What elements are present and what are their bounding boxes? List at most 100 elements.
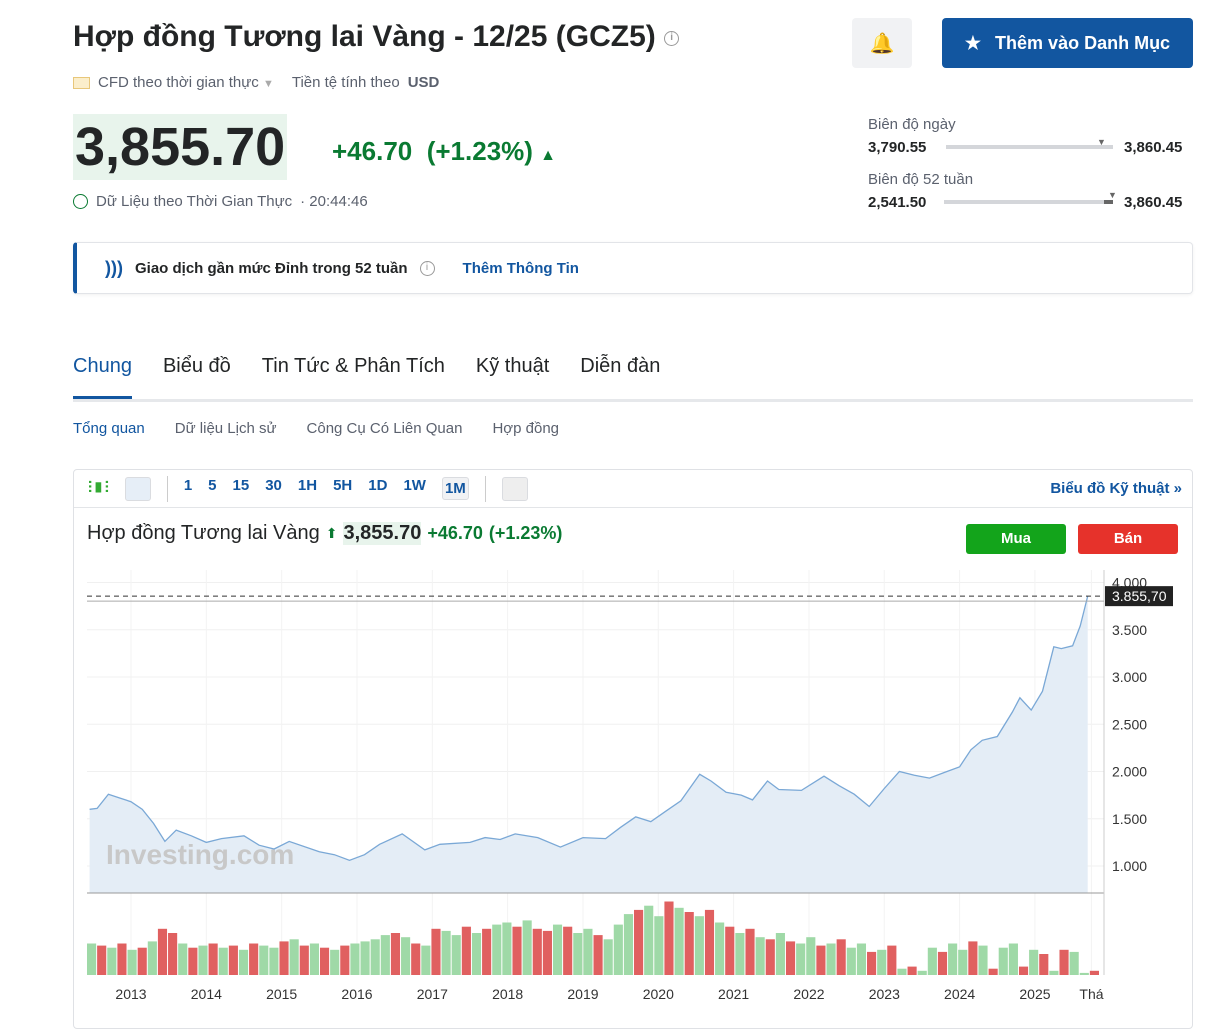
volume-bar (360, 941, 370, 975)
week52-low: 2,541.50 (868, 194, 927, 211)
volume-bar (492, 924, 502, 975)
volume-bar (593, 935, 603, 975)
x-tick-label: 2015 (266, 986, 297, 1002)
bell-plus-icon: 🔔 (869, 32, 895, 55)
cfd-dropdown[interactable]: CFD theo thời gian thực ▼ (98, 74, 274, 91)
volume-bar (269, 947, 279, 975)
chart-header: Hợp đồng Tương lai Vàng ⬆ 3,855.70 +46.7… (87, 522, 562, 545)
watermark-logo: Investing.com (106, 839, 294, 870)
subtab-summary[interactable]: Tổng quan (73, 420, 145, 437)
add-watchlist-button[interactable]: ★ Thêm vào Danh Mục (942, 18, 1193, 68)
interval-1H[interactable]: 1H (297, 477, 318, 494)
day-range-label: Biên độ ngày (868, 116, 956, 133)
volume-bar (461, 926, 471, 975)
subtab-contracts[interactable]: Hợp đồng (492, 420, 560, 437)
price-line (89, 595, 1089, 861)
currency: USD (407, 74, 440, 91)
candlestick-icon[interactable]: ⫶▮⫶ (88, 479, 109, 497)
volume-bar (573, 933, 583, 975)
up-arrow-icon: ⬆ (325, 525, 338, 541)
volume-bar (208, 943, 218, 975)
layout-icon[interactable] (501, 476, 528, 501)
more-info-link[interactable]: Thêm Thông Tin (462, 259, 579, 277)
volume-bar (1089, 970, 1099, 975)
volume-bar (775, 933, 785, 975)
buy-button[interactable]: Mua (966, 524, 1066, 554)
volume-bar (238, 949, 249, 975)
volume-bar (401, 937, 411, 975)
week52-high: 3,860.45 (1124, 194, 1183, 211)
volume-bar (107, 947, 117, 975)
volume-bar (816, 945, 826, 975)
volume-bar (887, 945, 897, 975)
volume-bar (157, 928, 168, 975)
volume-bar (421, 945, 431, 975)
x-tick-label: 2025 (1019, 986, 1050, 1002)
volume-bar (664, 901, 674, 975)
tab-overview[interactable]: Chung (73, 355, 132, 399)
last-price-tag (1105, 586, 1173, 607)
interval-5H[interactable]: 5H (333, 477, 353, 494)
tab-news[interactable]: Tin Tức & Phân Tích (261, 355, 445, 377)
volume-bar (958, 949, 968, 975)
volume-bar (583, 928, 593, 975)
x-tick-label: 2017 (417, 986, 448, 1002)
tech-chart-link[interactable]: Biểu đồ Kỹ thuật » (1050, 480, 1182, 497)
volume-bar (451, 935, 461, 975)
volume-bar (715, 922, 725, 975)
volume-bar (289, 939, 299, 975)
volume-bar (380, 935, 390, 975)
week52-marker: ▼ (1108, 190, 1117, 200)
volume-bar (998, 947, 1008, 975)
interval-5[interactable]: 5 (208, 477, 217, 494)
interval-1[interactable]: 1 (183, 477, 193, 494)
tab-divider (73, 399, 1193, 402)
area-chart-icon[interactable] (124, 476, 151, 501)
info-icon[interactable]: i (419, 260, 435, 276)
volume-bar (147, 941, 157, 975)
volume-bar (188, 947, 198, 975)
volume-bar (836, 939, 846, 975)
volume-bar (1059, 949, 1069, 975)
chart-change: +46.70 (427, 523, 483, 543)
interval-15[interactable]: 15 (232, 477, 250, 494)
volume-bar (330, 949, 340, 975)
volume-bar (512, 926, 522, 975)
tab-forum[interactable]: Diễn đàn (580, 355, 661, 377)
volume-bar (522, 920, 532, 975)
interval-1D[interactable]: 1D (368, 477, 388, 494)
subtab-related[interactable]: Công Cụ Có Liên Quan (306, 420, 463, 437)
volume-bar (178, 943, 188, 975)
main-tabs: Chung Biểu đồ Tin Tức & Phân Tích Kỹ thu… (73, 355, 660, 399)
volume-bar (826, 943, 836, 975)
currency-label: Tiền tệ tính theo (291, 74, 400, 91)
volume-bar (785, 941, 796, 975)
volume-bar (988, 968, 998, 975)
x-tick-label: 2022 (793, 986, 824, 1002)
volume-bar (867, 951, 877, 975)
interval-1W[interactable]: 1W (403, 477, 426, 494)
volume-bar (735, 933, 745, 975)
subtab-historical[interactable]: Dữ liệu Lịch sử (174, 420, 277, 437)
volume-bar (948, 943, 958, 975)
interval-30[interactable]: 30 (265, 477, 282, 494)
y-tick-label: 1.500 (1112, 811, 1147, 827)
tab-technical[interactable]: Kỹ thuật (475, 355, 550, 377)
volume-bar (137, 947, 147, 975)
tab-chart[interactable]: Biểu đồ (162, 355, 231, 377)
volume-bar (299, 945, 309, 975)
volume-bar (927, 947, 937, 975)
last-price: 3,855.70 (73, 114, 288, 180)
volume-bar (249, 943, 259, 975)
add-alert-button[interactable]: 🔔 (852, 18, 912, 68)
volume-bar (431, 928, 441, 975)
volume-bar (644, 905, 654, 975)
sell-button[interactable]: Bán (1078, 524, 1178, 554)
last-price-label: 3.855,70 (1112, 588, 1167, 604)
info-icon[interactable]: i (664, 30, 680, 46)
volume-bar (765, 939, 775, 975)
volume-bar (603, 939, 613, 975)
interval-1M[interactable]: 1M (441, 477, 469, 500)
rss-icon: ))) (105, 257, 123, 278)
